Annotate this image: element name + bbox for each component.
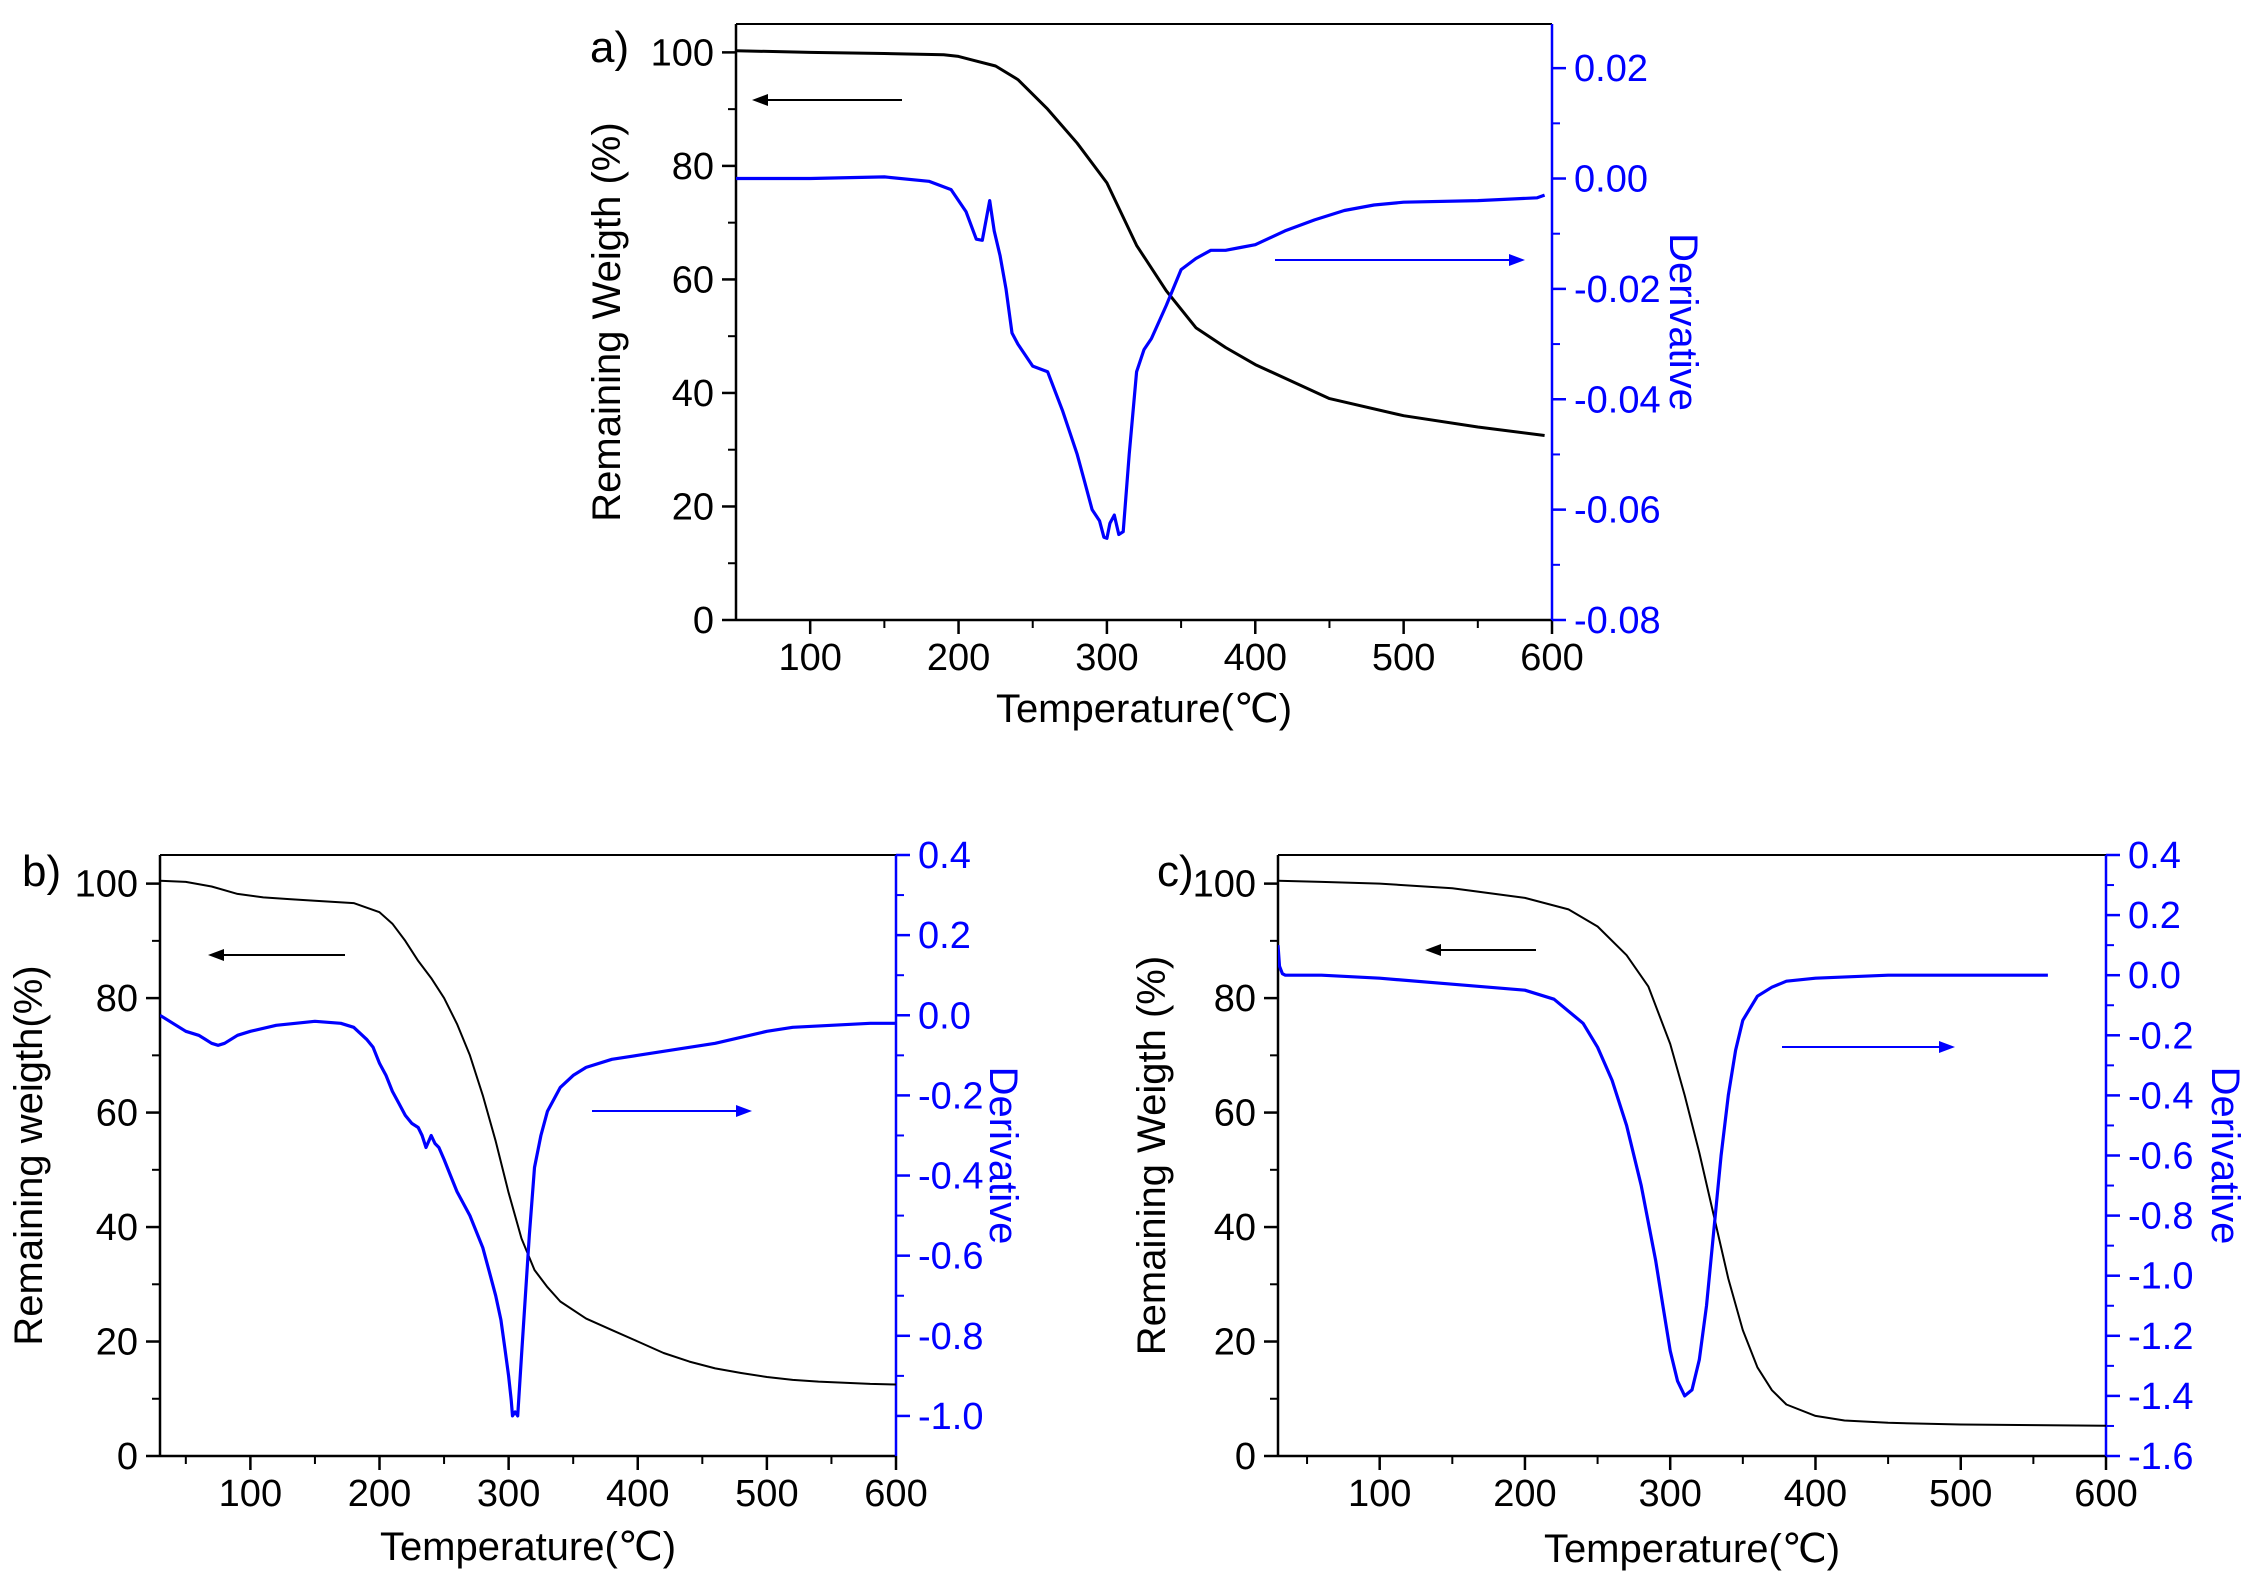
y-tick-label: 20 bbox=[1214, 1322, 1256, 1364]
right-axis-arrowhead bbox=[736, 1105, 752, 1117]
x-tick-label: 100 bbox=[219, 1473, 282, 1515]
derivative-curve bbox=[1278, 944, 2048, 1398]
y-tick-label: 100 bbox=[1193, 864, 1256, 906]
y-tick-label: 40 bbox=[672, 373, 714, 415]
weight-curve bbox=[160, 879, 896, 1386]
y-tick-label: 40 bbox=[96, 1207, 138, 1249]
y-tick-label: 60 bbox=[672, 259, 714, 301]
right-axis-arrowhead bbox=[1939, 1041, 1955, 1053]
panel-label: b) bbox=[22, 847, 61, 896]
left-axis-arrowhead bbox=[752, 94, 768, 106]
x-tick-label: 300 bbox=[477, 1473, 540, 1515]
y-tick-label: 60 bbox=[96, 1093, 138, 1135]
x-tick-label: 200 bbox=[1493, 1473, 1556, 1515]
y-tick-label: 0 bbox=[693, 600, 714, 642]
y-tick-label: 80 bbox=[96, 978, 138, 1020]
y-tick-label: 0 bbox=[1235, 1436, 1256, 1478]
y2-tick-label: -0.6 bbox=[2128, 1136, 2193, 1178]
derivative-curve bbox=[160, 1013, 896, 1418]
y2-tick-label: 0.0 bbox=[918, 995, 971, 1037]
x-tick-label: 300 bbox=[1075, 637, 1138, 679]
x-tick-label: 500 bbox=[1372, 637, 1435, 679]
y-tick-label: 80 bbox=[672, 146, 714, 188]
y2-axis-title: Derivative bbox=[981, 1067, 1025, 1245]
y2-tick-label: -0.2 bbox=[2128, 1015, 2193, 1057]
chart-panel-c: 100 200 300 400 500 600 0 20 40 60 80 100 -1.6 -1.4 -1… bbox=[1130, 835, 2247, 1571]
x-tick-label: 400 bbox=[1224, 637, 1287, 679]
panel-label: a) bbox=[590, 23, 629, 72]
y2-tick-label: 0.02 bbox=[1574, 48, 1648, 90]
y2-axis-title: Derivative bbox=[1661, 233, 1705, 411]
chart-panel-a: 100 200 300 400 500 600 0 20 40 60 80 100 -0.08 -0.06… bbox=[585, 23, 1705, 731]
y2-tick-label: -1.0 bbox=[918, 1396, 983, 1438]
x-tick-label: 100 bbox=[1348, 1473, 1411, 1515]
y2-tick-label: 0.0 bbox=[2128, 955, 2181, 997]
y2-tick-label: -0.02 bbox=[1574, 269, 1661, 311]
right-axis-arrowhead bbox=[1509, 254, 1525, 266]
y2-tick-label: 0.2 bbox=[918, 915, 971, 957]
x-axis-title: Temperature(℃) bbox=[380, 1525, 676, 1569]
y-tick-label: 0 bbox=[117, 1436, 138, 1478]
y-axis-title: Remaining weigth(%) bbox=[7, 965, 51, 1345]
y2-tick-label: -0.04 bbox=[1574, 379, 1661, 421]
y-tick-label: 20 bbox=[672, 486, 714, 528]
y2-tick-label: -0.6 bbox=[918, 1236, 983, 1278]
x-axis-title: Temperature(℃) bbox=[996, 687, 1292, 731]
y2-tick-label: 0.2 bbox=[2128, 895, 2181, 937]
x-tick-label: 400 bbox=[1784, 1473, 1847, 1515]
x-tick-label: 200 bbox=[348, 1473, 411, 1515]
y2-tick-label: -0.4 bbox=[2128, 1075, 2193, 1117]
left-axis-arrowhead bbox=[1425, 944, 1441, 956]
weight-curve bbox=[1278, 879, 2106, 1427]
y2-tick-label: 0.4 bbox=[918, 835, 971, 877]
panel-label: c) bbox=[1157, 847, 1194, 896]
y2-tick-label: 0.4 bbox=[2128, 835, 2181, 877]
y2-tick-label: -1.2 bbox=[2128, 1316, 2193, 1358]
x-tick-label: 600 bbox=[1520, 637, 1583, 679]
y2-tick-label: -1.0 bbox=[2128, 1256, 2193, 1298]
y2-tick-label: -1.4 bbox=[2128, 1376, 2193, 1418]
x-tick-label: 400 bbox=[606, 1473, 669, 1515]
y2-tick-label: -0.8 bbox=[2128, 1196, 2193, 1238]
x-tick-label: 100 bbox=[778, 637, 841, 679]
derivative-curve bbox=[736, 175, 1546, 540]
left-axis-arrowhead bbox=[208, 949, 224, 961]
chart-panel-b: 100 200 300 400 500 600 0 20 40 60 80 100 -1.0 -0.8 -0… bbox=[7, 835, 1025, 1569]
y2-tick-label: -0.2 bbox=[918, 1075, 983, 1117]
y-tick-label: 80 bbox=[1214, 978, 1256, 1020]
y-tick-label: 20 bbox=[96, 1322, 138, 1364]
y2-tick-label: -0.08 bbox=[1574, 600, 1661, 642]
x-tick-label: 600 bbox=[864, 1473, 927, 1515]
y2-tick-label: -0.06 bbox=[1574, 490, 1661, 532]
y2-tick-label: -0.8 bbox=[918, 1316, 983, 1358]
y-tick-label: 100 bbox=[75, 864, 138, 906]
x-tick-label: 300 bbox=[1639, 1473, 1702, 1515]
y-axis-title: Remaining Weigth (%) bbox=[1130, 956, 1174, 1355]
y-tick-label: 100 bbox=[651, 32, 714, 74]
y-axis-title: Remaining Weigth (%) bbox=[585, 122, 629, 521]
y-tick-label: 60 bbox=[1214, 1093, 1256, 1135]
y2-tick-label: -0.4 bbox=[918, 1156, 983, 1198]
y2-tick-label: 0.00 bbox=[1574, 159, 1648, 201]
x-tick-label: 200 bbox=[927, 637, 990, 679]
y2-tick-label: -1.6 bbox=[2128, 1436, 2193, 1478]
y2-axis-title: Derivative bbox=[2203, 1067, 2247, 1245]
y-tick-label: 40 bbox=[1214, 1207, 1256, 1249]
weight-curve bbox=[736, 49, 1545, 437]
x-tick-label: 600 bbox=[2074, 1473, 2137, 1515]
x-tick-label: 500 bbox=[735, 1473, 798, 1515]
x-axis-title: Temperature(℃) bbox=[1544, 1527, 1840, 1571]
x-tick-label: 500 bbox=[1929, 1473, 1992, 1515]
